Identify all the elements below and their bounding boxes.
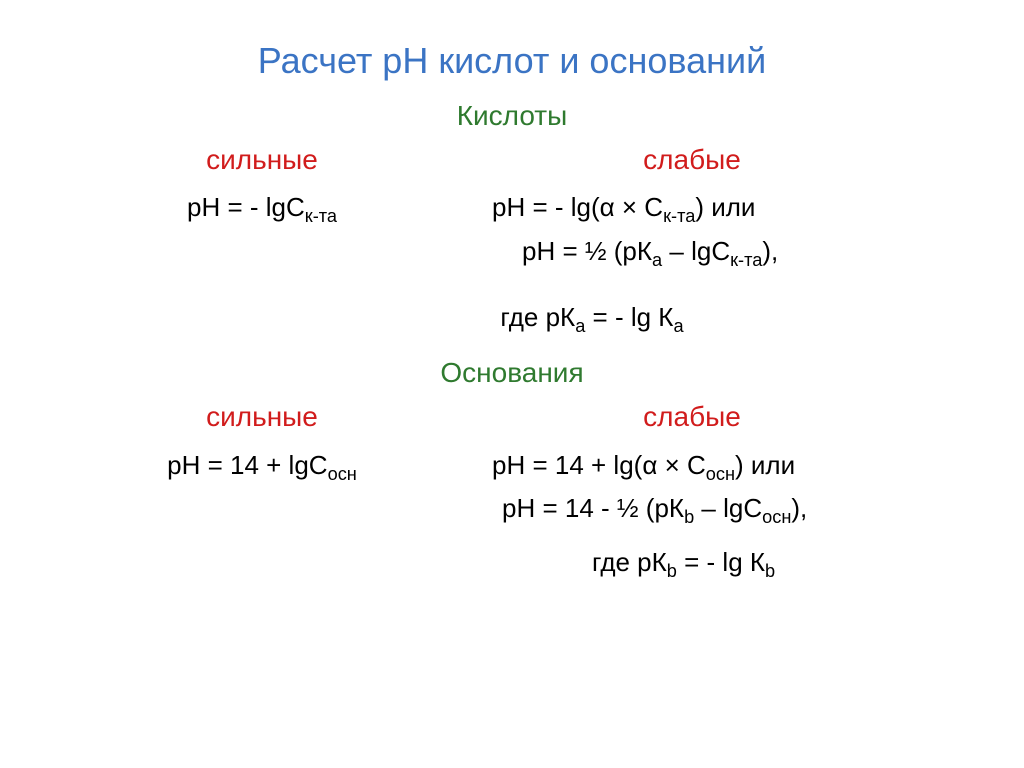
bases-strong-col: сильные рН = 14 + lgCосн <box>112 395 412 585</box>
acids-strong-label: сильные <box>112 138 412 181</box>
acids-weak-formula-2: рН = ½ (pКа – lgCк-та), <box>472 231 912 274</box>
bases-weak-col: слабые рН = 14 + lg(α × Cосн) или рН = 1… <box>472 395 912 585</box>
bases-strong-label: сильные <box>112 395 412 438</box>
acids-where: где рКа = - lg Ка <box>0 302 1024 337</box>
bases-columns: сильные рН = 14 + lgCосн слабые рН = 14 … <box>0 395 1024 585</box>
bases-where: где рКb = - lg Кb <box>472 542 912 585</box>
bases-weak-formula-2: рН = 14 - ½ (pКb – lgCосн), <box>472 488 912 531</box>
bases-heading: Основания <box>0 357 1024 389</box>
acids-strong-col: сильные рН = - lgCк-та <box>112 138 412 274</box>
acids-weak-formula-1: рН = - lg(α × Cк-та) или <box>472 187 912 230</box>
bases-weak-label: слабые <box>472 395 912 438</box>
acids-weak-label: слабые <box>472 138 912 181</box>
slide-page: Расчет рН кислот и оснований Кислоты сил… <box>0 0 1024 768</box>
bases-strong-formula: рН = 14 + lgCосн <box>112 445 412 488</box>
acids-heading: Кислоты <box>0 100 1024 132</box>
acids-weak-col: слабые рН = - lg(α × Cк-та) или рН = ½ (… <box>472 138 912 274</box>
acids-columns: сильные рН = - lgCк-та слабые рН = - lg(… <box>0 138 1024 274</box>
slide-title: Расчет рН кислот и оснований <box>0 40 1024 82</box>
bases-weak-formula-1: рН = 14 + lg(α × Cосн) или <box>472 445 912 488</box>
acids-strong-formula: рН = - lgCк-та <box>112 187 412 230</box>
